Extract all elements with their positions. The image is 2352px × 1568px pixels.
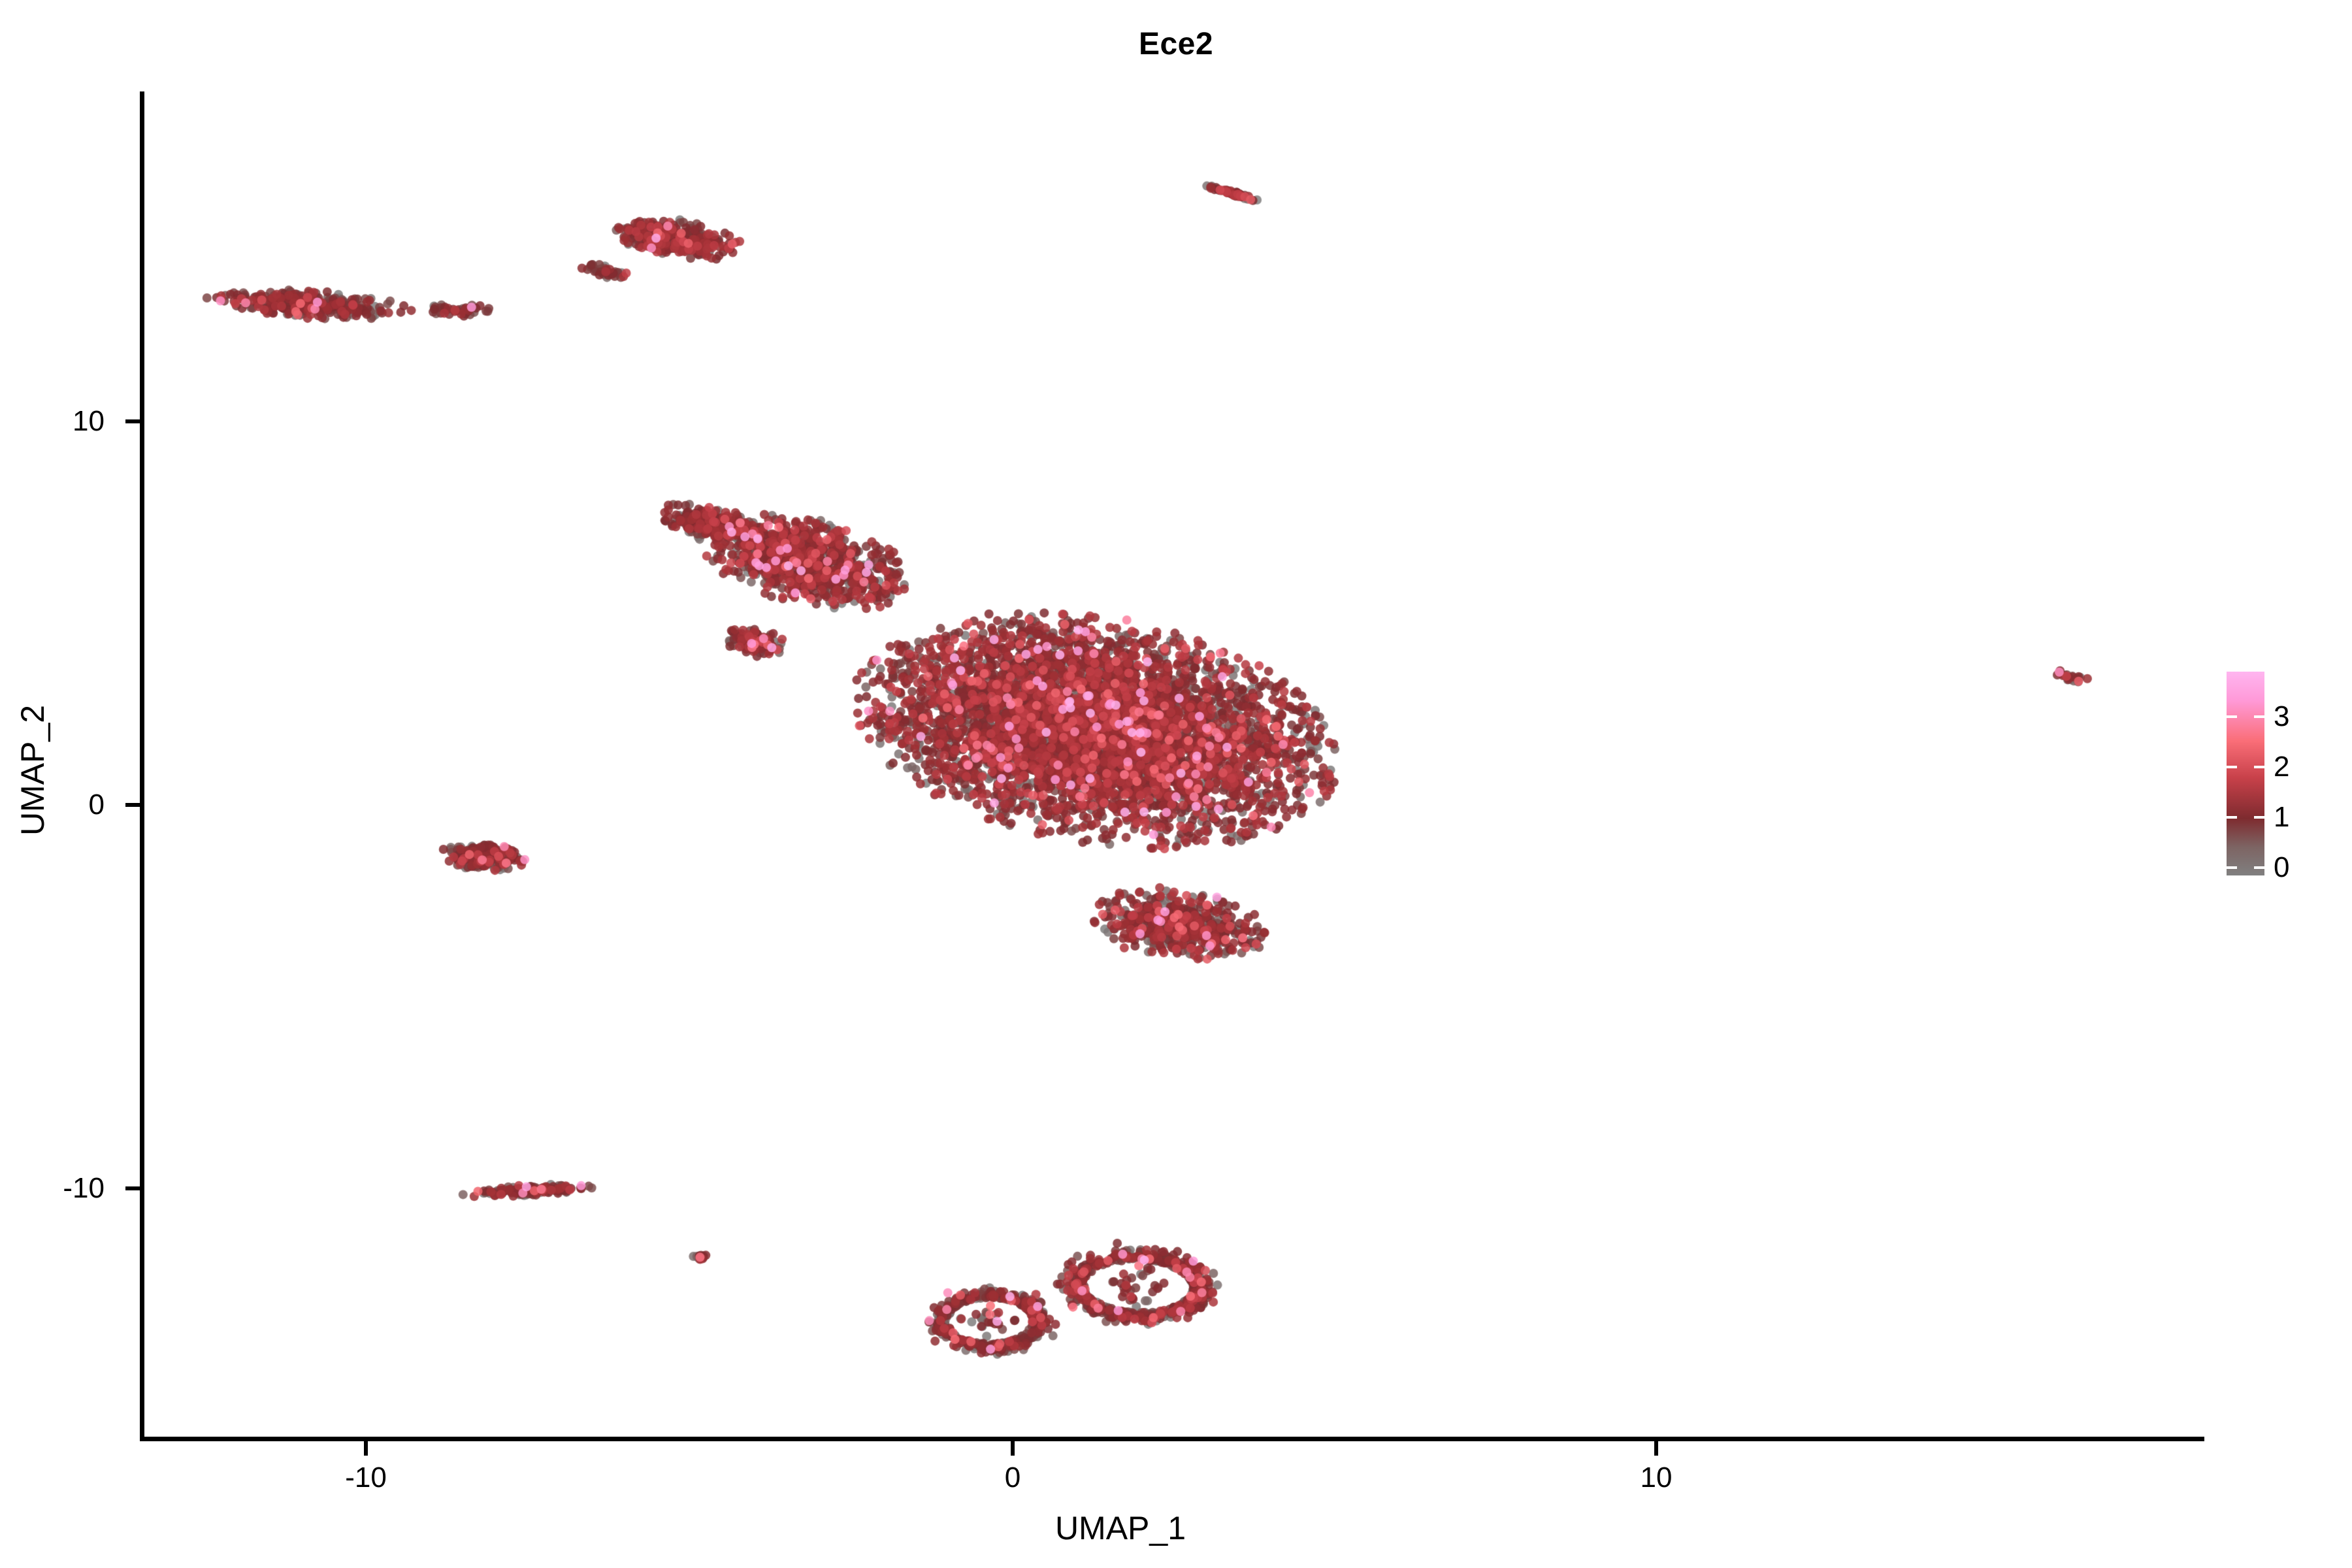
x-tick-mark-0 xyxy=(1011,1441,1015,1456)
colorbar-label-1: 1 xyxy=(2274,801,2290,833)
colorbar-legend: 3 2 1 0 xyxy=(2221,666,2345,889)
page-title: Ece2 xyxy=(1138,27,1214,61)
plot-panel xyxy=(144,91,2202,1439)
colorbar-tick-1-right xyxy=(2254,816,2264,819)
scatter-points-canvas xyxy=(144,91,2202,1439)
colorbar-tick-3-left xyxy=(2227,715,2237,718)
colorbar-tick-2-left xyxy=(2227,766,2237,768)
x-tick-label-0: 0 xyxy=(1004,1462,1021,1494)
x-tick-mark--10 xyxy=(364,1441,368,1456)
y-tick-label-0: 0 xyxy=(88,789,105,821)
y-tick-mark-10 xyxy=(125,419,140,423)
colorbar-tick-0-right xyxy=(2254,866,2264,869)
colorbar-label-2: 2 xyxy=(2274,751,2290,783)
x-axis-title: UMAP_1 xyxy=(1054,1510,1186,1546)
x-tick-mark-10 xyxy=(1654,1441,1658,1456)
x-axis-line xyxy=(140,1437,2204,1441)
y-tick-mark-0 xyxy=(125,803,140,807)
x-tick-label--10: -10 xyxy=(345,1462,387,1494)
colorbar-label-3: 3 xyxy=(2274,700,2290,732)
colorbar-tick-3-right xyxy=(2254,715,2264,718)
y-tick-label-10: 10 xyxy=(73,405,105,437)
x-tick-label-10: 10 xyxy=(1640,1462,1673,1494)
colorbar-tick-0-left xyxy=(2227,866,2237,869)
colorbar-tick-2-right xyxy=(2254,766,2264,768)
y-tick-label--10: -10 xyxy=(63,1172,105,1204)
y-tick-mark--10 xyxy=(125,1186,140,1190)
colorbar-label-0: 0 xyxy=(2274,851,2290,883)
colorbar-gradient xyxy=(2227,672,2264,875)
y-axis-title: UMAP_2 xyxy=(14,704,51,836)
y-axis-line xyxy=(140,91,144,1441)
colorbar-tick-1-left xyxy=(2227,816,2237,819)
